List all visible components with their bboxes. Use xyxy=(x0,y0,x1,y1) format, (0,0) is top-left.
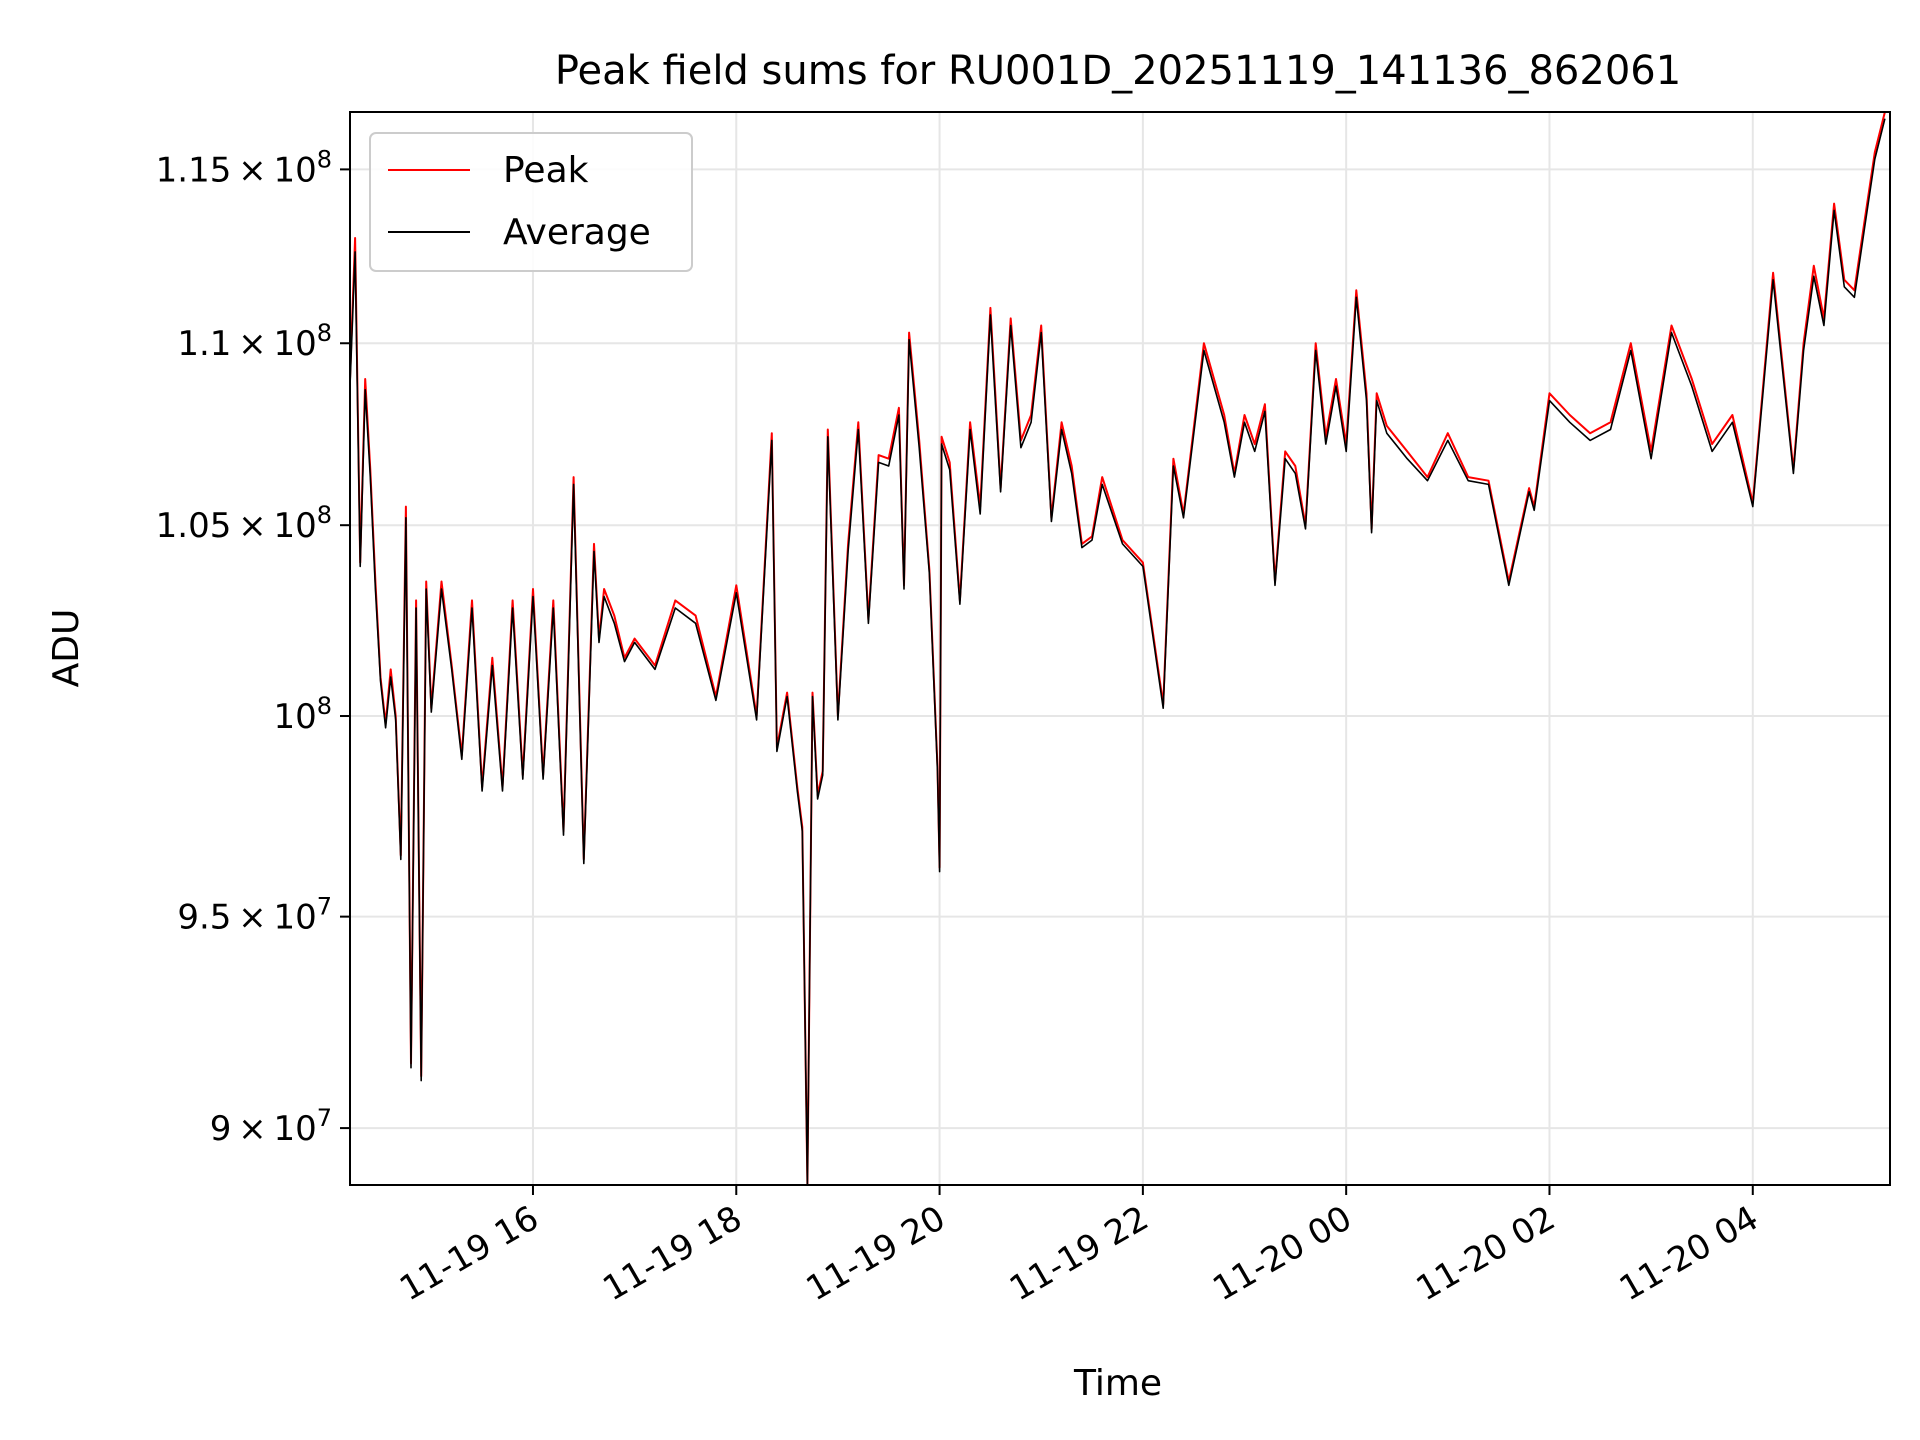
grid xyxy=(350,112,1890,1185)
plot-frame xyxy=(349,111,1891,1186)
y-tick-label: 1.05 × 108 xyxy=(156,501,332,546)
x-axis-label: Time xyxy=(1073,1363,1162,1404)
legend-label-average: Average xyxy=(503,212,651,253)
legend-box xyxy=(369,132,693,272)
y-tick-label: 1.15 × 108 xyxy=(156,145,332,190)
legend-label-peak: Peak xyxy=(503,150,589,191)
y-tick-label: 1.1 × 108 xyxy=(177,319,332,364)
chart-title: Peak field sums for RU001D_20251119_1411… xyxy=(555,48,1681,94)
y-tick-label: 9 × 107 xyxy=(210,1104,332,1149)
y-axis-ticks: 9 × 107 9.5 × 107 108 1.05 × 108 1.1 × 108 1.… xyxy=(156,145,350,1149)
series-line-average xyxy=(349,118,1886,1186)
y-tick-label: 108 xyxy=(273,692,332,737)
legend: Peak Average xyxy=(369,132,693,272)
y-axis-label: ADU xyxy=(46,609,87,688)
series-layer xyxy=(349,111,1886,1186)
y-tick-label: 9.5 × 107 xyxy=(177,893,332,938)
